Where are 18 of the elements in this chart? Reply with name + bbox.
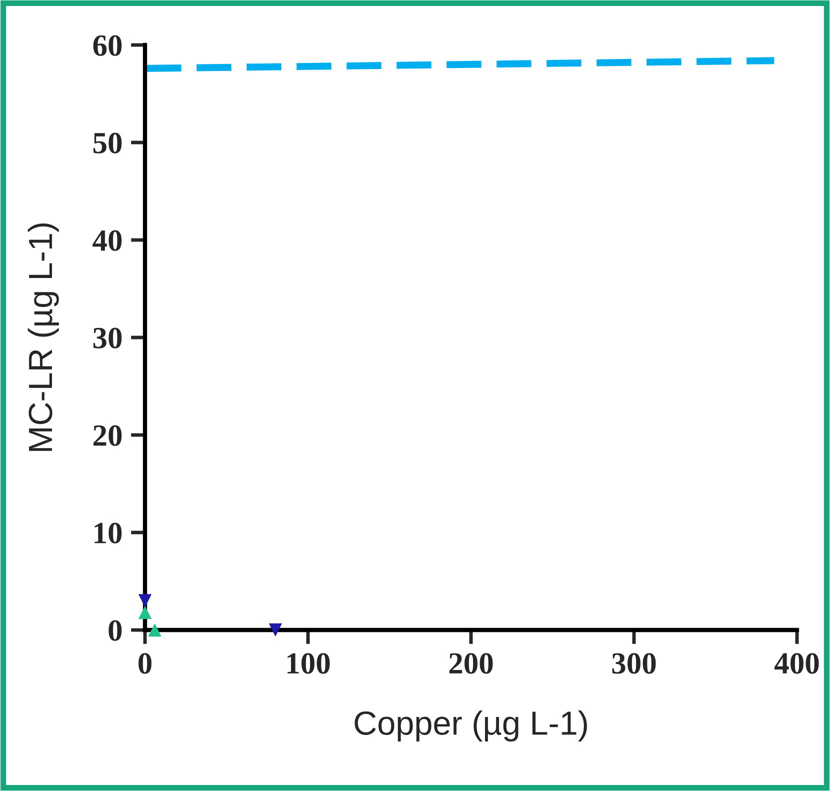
x-tick-label: 0 <box>138 653 152 674</box>
x-axis-title: Copper (µg L-1) <box>354 710 587 742</box>
point <box>138 594 152 608</box>
y-tick-label: 30 <box>93 328 122 348</box>
point <box>268 623 282 637</box>
y-tick-label: 20 <box>94 425 122 446</box>
y-axis-title: MC-LR (µg L-1) <box>28 223 59 451</box>
x-tick-label: 200 <box>449 653 493 674</box>
point <box>148 623 162 637</box>
y-tick-label: 0 <box>108 620 122 641</box>
x-tick-label: 300 <box>612 653 656 674</box>
x-tick-label: 400 <box>774 653 819 674</box>
y-tick-label: 40 <box>92 230 122 251</box>
y-tick-label: 10 <box>94 522 122 544</box>
x-tick-label: 100 <box>288 653 330 674</box>
y-tick-label: 50 <box>93 132 122 154</box>
y-tick-label: 60 <box>93 35 122 56</box>
point <box>138 606 152 620</box>
